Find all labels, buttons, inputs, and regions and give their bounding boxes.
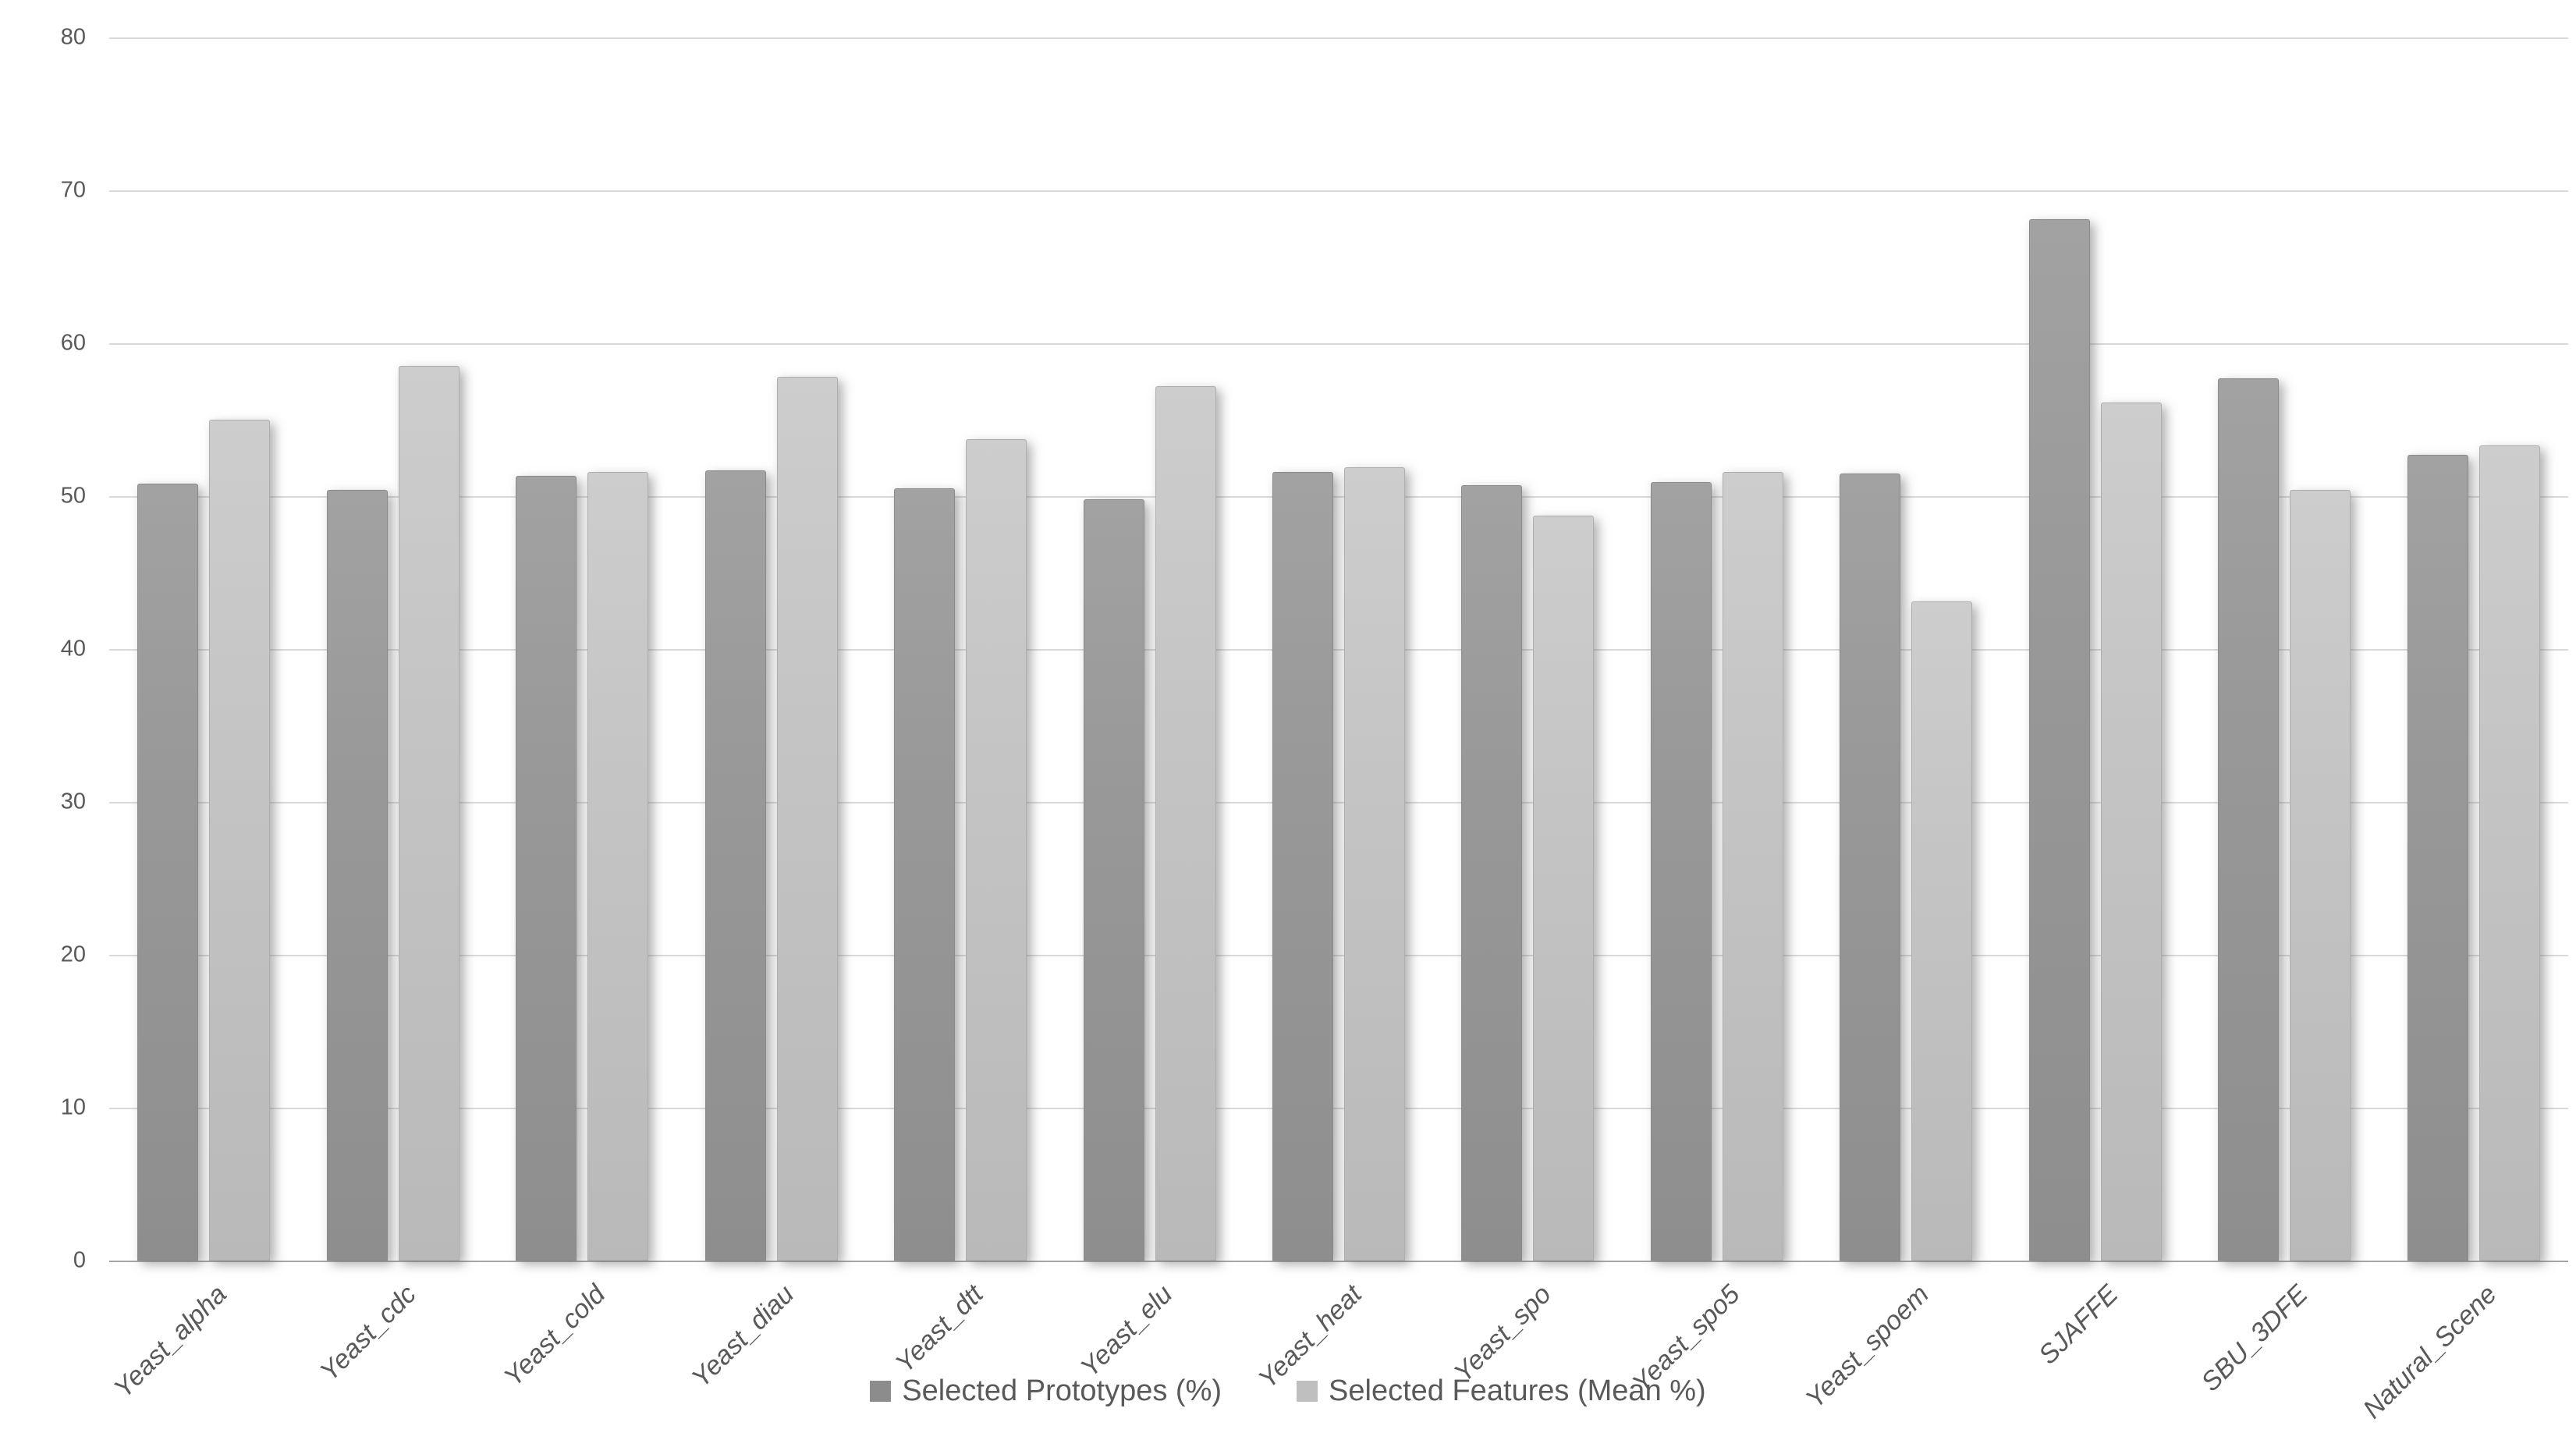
bar-cluster-Yeast_cold [488,472,676,1261]
bar-Yeast_cold-series0 [516,476,577,1261]
x-tick-label-Yeast_dtt: Yeast_dtt [889,1279,989,1379]
legend-item-features: Selected Features (Mean %) [1297,1374,1706,1408]
bar-Yeast_elu-series1 [1155,386,1216,1261]
y-tick-label-10: 10 [60,1094,86,1120]
bar-Yeast_spo-series0 [1461,485,1523,1261]
bar-SBU_3DFE-series1 [2290,490,2351,1261]
x-tick-label-Yeast_elu: Yeast_elu [1074,1279,1179,1383]
bar-Yeast_spo5-series1 [1722,472,1783,1261]
bar-cluster-Yeast_spo [1433,485,1622,1261]
bar-Yeast_spo5-series0 [1650,482,1712,1261]
legend-swatch-prototypes [870,1381,892,1402]
bar-Yeast_dtt-series0 [894,488,956,1261]
bar-cluster-Natural_Scene [2379,445,2568,1261]
bar-Yeast_cold-series1 [587,472,649,1261]
bar-SJAFFE-series1 [2100,403,2162,1261]
gridline-y70 [109,190,2568,192]
bar-Yeast_heat-series1 [1343,467,1405,1261]
bar-Yeast_spo-series1 [1533,516,1595,1261]
bar-Yeast_cdc-series0 [326,490,388,1261]
bar-Yeast_spoem-series0 [1840,473,1901,1261]
y-tick-label-30: 30 [60,789,86,814]
bar-cluster-Yeast_dtt [866,439,1055,1261]
x-axis-line [109,1261,2568,1262]
legend-item-prototypes: Selected Prototypes (%) [870,1374,1222,1408]
y-tick-label-20: 20 [60,942,86,967]
legend: Selected Prototypes (%) Selected Feature… [0,1374,2576,1408]
x-tick-label-Yeast_spo: Yeast_spo [1448,1279,1557,1389]
plot-area: 0 10 20 30 40 50 60 70 80 [61,25,2568,1273]
bar-cluster-Yeast_elu [1055,386,1244,1261]
bar-Yeast_alpha-series1 [209,420,271,1261]
y-tick-label-70: 70 [60,177,86,203]
x-tick-label-SJAFFE: SJAFFE [2033,1279,2124,1371]
bar-Yeast_diau-series1 [776,377,838,1261]
gridline-y80 [109,37,2568,39]
x-tick-label-Yeast_cdc: Yeast_cdc [314,1279,422,1387]
bar-Natural_Scene-series1 [2478,445,2540,1261]
gridline-y30 [109,802,2568,803]
bar-Yeast_alpha-series0 [137,484,199,1261]
gridline-y40 [109,649,2568,651]
bar-Yeast_elu-series0 [1083,499,1144,1261]
gridline-y60 [109,343,2568,345]
bar-Yeast_cdc-series1 [398,366,459,1261]
y-tick-label-50: 50 [60,483,86,509]
bar-Yeast_dtt-series1 [966,439,1027,1261]
bar-cluster-SBU_3DFE [2190,378,2379,1261]
bar-Natural_Scene-series0 [2407,455,2468,1261]
bar-cluster-SJAFFE [2001,219,2190,1261]
y-tick-label-60: 60 [60,330,86,356]
bar-Yeast_diau-series0 [704,470,766,1261]
y-tick-label-40: 40 [60,636,86,661]
legend-label-features: Selected Features (Mean %) [1329,1374,1706,1407]
bar-cluster-Yeast_heat [1244,467,1433,1261]
bar-SBU_3DFE-series0 [2218,378,2280,1261]
y-tick-label-0: 0 [73,1247,86,1273]
gridline-y10 [109,1108,2568,1109]
legend-swatch-features [1297,1381,1318,1402]
bar-Yeast_spoem-series1 [1911,601,1973,1261]
bar-cluster-Yeast_spo5 [1623,472,1811,1261]
bar-cluster-Yeast_spoem [1811,473,2000,1261]
bar-cluster-Yeast_diau [676,377,865,1261]
bar-cluster-Yeast_alpha [109,420,298,1261]
gridline-y20 [109,955,2568,956]
y-tick-label-80: 80 [60,24,86,50]
gridline-y50 [109,496,2568,498]
bar-cluster-Yeast_cdc [298,366,487,1261]
legend-label-prototypes: Selected Prototypes (%) [902,1374,1222,1407]
bar-Yeast_heat-series0 [1272,472,1333,1261]
bar-SJAFFE-series0 [2028,219,2090,1261]
